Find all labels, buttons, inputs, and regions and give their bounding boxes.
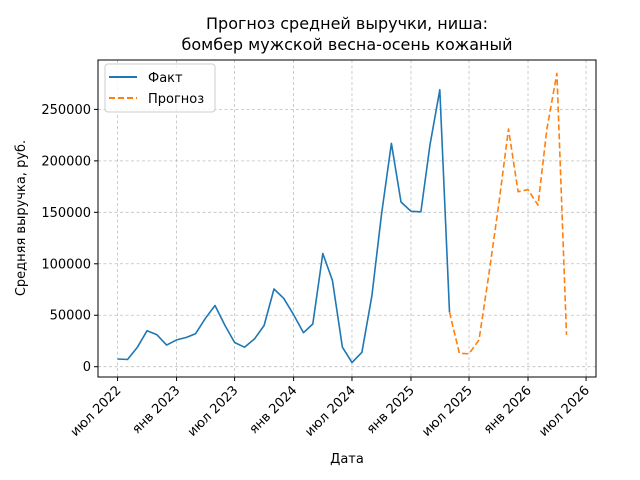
y-tick-label: 50000: [50, 309, 91, 324]
x-axis-label: Дата: [330, 452, 364, 467]
series-line-forecast: [448, 72, 568, 355]
y-tick-label: 100000: [41, 257, 91, 272]
legend-label-forecast: Прогноз: [148, 92, 204, 107]
series-line-fact: [117, 89, 451, 364]
legend: Факт Прогноз: [104, 63, 216, 113]
y-tick-label: 150000: [41, 206, 91, 221]
y-tick-label: 200000: [41, 154, 91, 169]
y-axis-label: Средняя выручка, руб.: [14, 140, 29, 296]
legend-label-fact: Факт: [148, 71, 183, 86]
y-tick-label: 0: [83, 360, 91, 375]
chart-subtitle: бомбер мужской весна-осень кожаный: [181, 35, 512, 54]
chart-title: Прогноз средней выручки, ниша:: [206, 14, 488, 33]
y-axis-ticks: 0 50000 100000 150000 200000 250000: [41, 103, 98, 375]
axes: [97, 59, 597, 378]
y-tick-label: 250000: [41, 103, 91, 118]
grid: [98, 60, 596, 377]
series-layer: [117, 72, 568, 364]
plot-area-frame: [97, 59, 597, 378]
